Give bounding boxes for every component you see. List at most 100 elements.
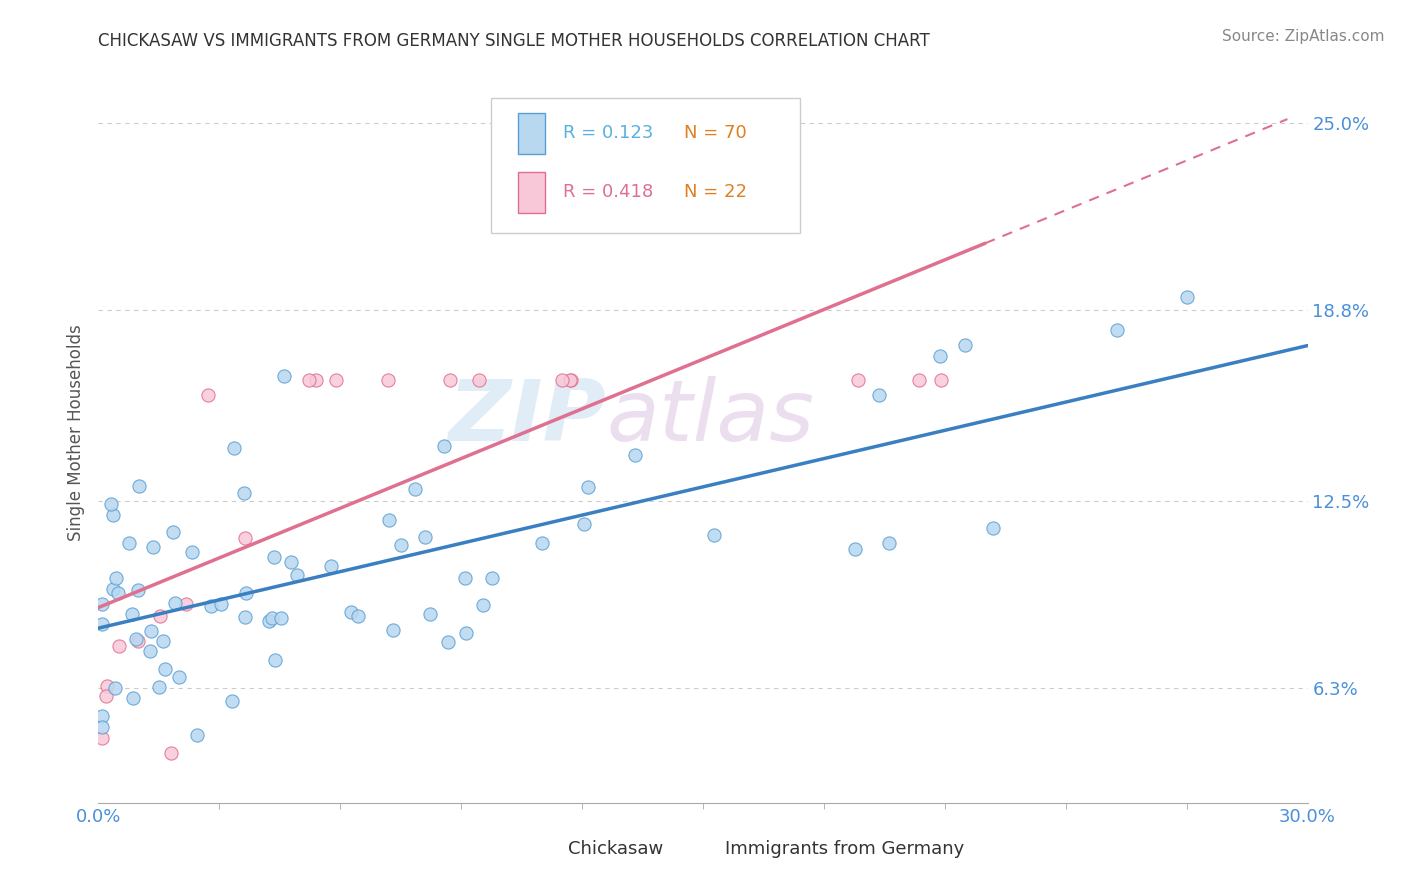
Point bbox=[273, 369, 295, 384]
Point bbox=[928, 350, 950, 364]
Point bbox=[415, 530, 437, 544]
Text: R = 0.418: R = 0.418 bbox=[562, 184, 652, 202]
Point bbox=[298, 373, 321, 387]
Point bbox=[560, 373, 582, 387]
Point bbox=[127, 583, 149, 598]
Y-axis label: Single Mother Households: Single Mother Households bbox=[66, 325, 84, 541]
Text: Immigrants from Germany: Immigrants from Germany bbox=[724, 840, 965, 858]
Point bbox=[233, 531, 256, 545]
Point bbox=[981, 521, 1004, 535]
Point bbox=[346, 608, 368, 623]
Text: Chickasaw: Chickasaw bbox=[568, 840, 662, 858]
Text: ZIP: ZIP bbox=[449, 376, 606, 459]
Point bbox=[454, 571, 477, 585]
Point bbox=[325, 373, 347, 387]
Point bbox=[433, 439, 456, 453]
Point bbox=[139, 624, 162, 639]
Point bbox=[121, 607, 143, 622]
Point bbox=[224, 441, 246, 455]
Text: N = 70: N = 70 bbox=[683, 124, 747, 142]
Point bbox=[155, 662, 177, 676]
Point bbox=[955, 338, 977, 352]
Point bbox=[91, 709, 114, 723]
FancyBboxPatch shape bbox=[531, 834, 558, 867]
Point bbox=[149, 609, 172, 624]
Point bbox=[270, 611, 292, 625]
Point bbox=[176, 597, 198, 611]
Text: CHICKASAW VS IMMIGRANTS FROM GERMANY SINGLE MOTHER HOUSEHOLDS CORRELATION CHART: CHICKASAW VS IMMIGRANTS FROM GERMANY SIN… bbox=[98, 32, 931, 50]
Text: N = 22: N = 22 bbox=[683, 184, 747, 202]
Point bbox=[101, 508, 124, 522]
Point bbox=[340, 606, 363, 620]
Point bbox=[181, 544, 204, 558]
FancyBboxPatch shape bbox=[689, 834, 716, 867]
Point bbox=[105, 571, 128, 585]
Point bbox=[91, 597, 114, 611]
Point bbox=[107, 586, 129, 600]
Point bbox=[91, 617, 114, 632]
Point bbox=[118, 535, 141, 549]
Point bbox=[558, 373, 581, 387]
Point bbox=[908, 373, 931, 387]
Point bbox=[454, 625, 477, 640]
Point bbox=[467, 373, 489, 387]
Point bbox=[280, 555, 302, 569]
Point bbox=[165, 597, 187, 611]
Point bbox=[472, 598, 495, 612]
Point bbox=[481, 571, 503, 585]
Point bbox=[139, 644, 162, 658]
Point bbox=[125, 632, 148, 646]
Point bbox=[844, 541, 866, 556]
Point bbox=[550, 373, 572, 387]
Point bbox=[91, 720, 114, 734]
Text: Source: ZipAtlas.com: Source: ZipAtlas.com bbox=[1222, 29, 1385, 44]
Point bbox=[264, 652, 287, 666]
Text: R = 0.123: R = 0.123 bbox=[562, 124, 654, 142]
Point bbox=[197, 388, 219, 402]
Point bbox=[235, 610, 257, 624]
Point bbox=[94, 690, 117, 704]
Point bbox=[152, 633, 174, 648]
Point bbox=[378, 513, 401, 527]
Point bbox=[104, 681, 127, 696]
Point bbox=[1105, 323, 1128, 337]
FancyBboxPatch shape bbox=[517, 172, 544, 212]
Point bbox=[148, 680, 170, 694]
Point bbox=[404, 483, 426, 497]
Point bbox=[530, 536, 553, 550]
Point bbox=[929, 373, 952, 387]
Point bbox=[128, 478, 150, 492]
Point bbox=[436, 634, 458, 648]
Point bbox=[418, 607, 440, 621]
Point bbox=[389, 538, 412, 552]
Point bbox=[846, 373, 869, 387]
Point bbox=[209, 597, 232, 611]
Point bbox=[1175, 290, 1198, 304]
Point bbox=[200, 599, 222, 614]
Point bbox=[96, 679, 118, 693]
Point bbox=[186, 728, 208, 742]
Point bbox=[221, 694, 243, 708]
Point bbox=[578, 481, 600, 495]
Point bbox=[868, 388, 890, 402]
Point bbox=[321, 558, 343, 573]
Point bbox=[260, 611, 283, 625]
Point bbox=[257, 615, 280, 629]
Point bbox=[439, 373, 461, 387]
Point bbox=[574, 516, 596, 531]
Point bbox=[624, 448, 647, 462]
Point bbox=[381, 623, 404, 637]
Point bbox=[377, 373, 399, 387]
Point bbox=[160, 746, 183, 760]
Point bbox=[879, 535, 901, 549]
Point bbox=[162, 525, 184, 540]
Text: atlas: atlas bbox=[606, 376, 814, 459]
Point bbox=[263, 549, 285, 564]
Point bbox=[304, 373, 326, 387]
Point bbox=[103, 582, 125, 596]
Point bbox=[169, 670, 191, 684]
FancyBboxPatch shape bbox=[517, 112, 544, 153]
Point bbox=[100, 497, 122, 511]
Point bbox=[703, 528, 725, 542]
Point bbox=[91, 731, 114, 745]
